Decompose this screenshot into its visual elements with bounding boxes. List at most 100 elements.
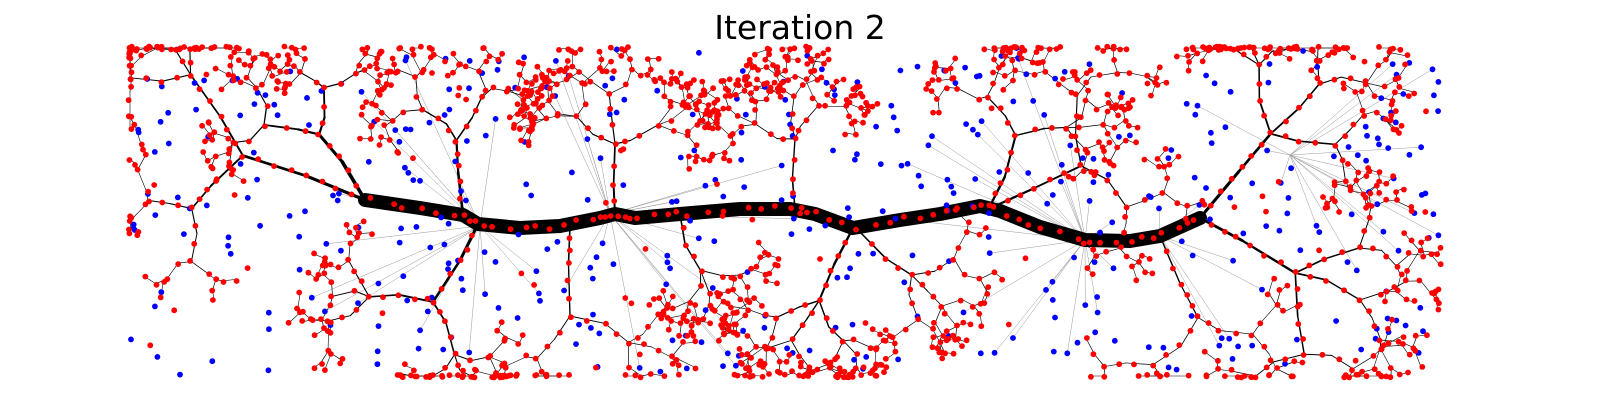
tree-node <box>564 277 571 284</box>
tree-node <box>327 329 334 336</box>
free-node <box>438 214 444 221</box>
tree-node <box>412 296 418 303</box>
free-node <box>1389 61 1396 67</box>
tree-node <box>226 146 233 152</box>
tree-node <box>321 270 328 277</box>
tree-node <box>647 371 654 377</box>
free-node <box>1259 286 1265 293</box>
free-node <box>1119 90 1125 96</box>
tree-node <box>1222 228 1228 235</box>
tree-node <box>356 62 363 69</box>
tree-node <box>554 111 561 117</box>
tree-node <box>891 340 898 347</box>
free-node <box>286 213 293 219</box>
free-node <box>1384 315 1391 322</box>
free-node <box>950 190 957 197</box>
tree-node <box>799 322 806 329</box>
free-node <box>844 205 851 212</box>
branch-edge <box>790 339 801 356</box>
tree-node <box>834 354 841 360</box>
free-node <box>1194 102 1201 109</box>
tree-node <box>1170 265 1176 272</box>
tree-node <box>713 120 720 126</box>
branch-edge <box>1349 114 1364 131</box>
faint-edge <box>1289 154 1358 271</box>
branch-edge <box>411 54 422 73</box>
branch-edge <box>553 315 571 340</box>
tree-node <box>498 319 505 326</box>
free-node <box>1094 309 1101 316</box>
free-node <box>788 231 795 238</box>
tree-node <box>534 63 541 70</box>
branch-edge <box>1129 72 1147 77</box>
tree-node <box>328 293 334 300</box>
free-node <box>1168 147 1175 153</box>
free-node <box>374 348 381 355</box>
tree-node <box>410 155 416 162</box>
tree-node <box>1022 255 1029 262</box>
free-node <box>128 336 134 343</box>
tree-node <box>1150 235 1157 242</box>
tree-node <box>976 231 983 238</box>
free-node <box>1097 229 1103 236</box>
free-node <box>1362 123 1369 130</box>
tree-node <box>763 278 769 284</box>
free-node <box>1429 66 1436 73</box>
tree-node <box>692 338 699 345</box>
branch-edge <box>993 187 1035 208</box>
tree-node <box>777 369 783 376</box>
tree-node <box>281 85 288 92</box>
free-node <box>614 46 620 53</box>
tree-node <box>1332 198 1338 205</box>
tree-node <box>530 100 537 107</box>
tree-node <box>1184 202 1191 209</box>
tree-node <box>691 253 697 260</box>
tree-node <box>680 99 687 106</box>
tree-node <box>525 142 532 149</box>
tree-node <box>538 85 545 92</box>
tree-node <box>692 302 699 308</box>
tree-node <box>1144 72 1151 79</box>
tree-node <box>128 214 135 221</box>
branch-edge <box>979 278 989 294</box>
tree-node <box>988 105 995 112</box>
tree-node <box>1393 189 1399 196</box>
tree-node <box>1009 57 1016 64</box>
tree-node <box>544 343 551 350</box>
tree-node <box>683 242 689 249</box>
tree-node <box>442 58 448 65</box>
tree-node <box>322 367 328 373</box>
tree-node <box>1208 222 1215 228</box>
free-node <box>306 122 312 128</box>
free-node <box>806 347 813 354</box>
free-node <box>597 155 604 162</box>
free-node <box>664 252 671 259</box>
tree-node <box>1055 81 1062 88</box>
free-node <box>1374 201 1381 208</box>
tree-node <box>430 299 437 306</box>
free-node <box>991 349 998 356</box>
tree-node <box>236 57 242 64</box>
tree-node <box>1342 178 1349 185</box>
tree-node <box>642 246 649 252</box>
tree-node <box>375 78 381 85</box>
branch-edge <box>1273 353 1305 363</box>
tree-node <box>527 111 533 117</box>
tree-node <box>283 69 290 75</box>
tree-node <box>1176 224 1183 231</box>
tree-node <box>158 79 165 85</box>
free-node <box>1249 180 1256 187</box>
figure-title: Iteration 2 <box>714 8 886 47</box>
tree-node <box>1295 321 1302 327</box>
tree-node <box>661 79 667 86</box>
branch-edge <box>1398 65 1407 78</box>
tree-node <box>742 312 749 319</box>
branch-edge <box>263 123 300 131</box>
tree-node <box>1122 118 1129 124</box>
free-node <box>1191 174 1198 181</box>
free-node <box>445 260 452 267</box>
tree-node <box>343 221 350 228</box>
tree-node <box>1401 230 1408 237</box>
tree-node <box>567 72 573 79</box>
tree-node <box>990 204 997 210</box>
